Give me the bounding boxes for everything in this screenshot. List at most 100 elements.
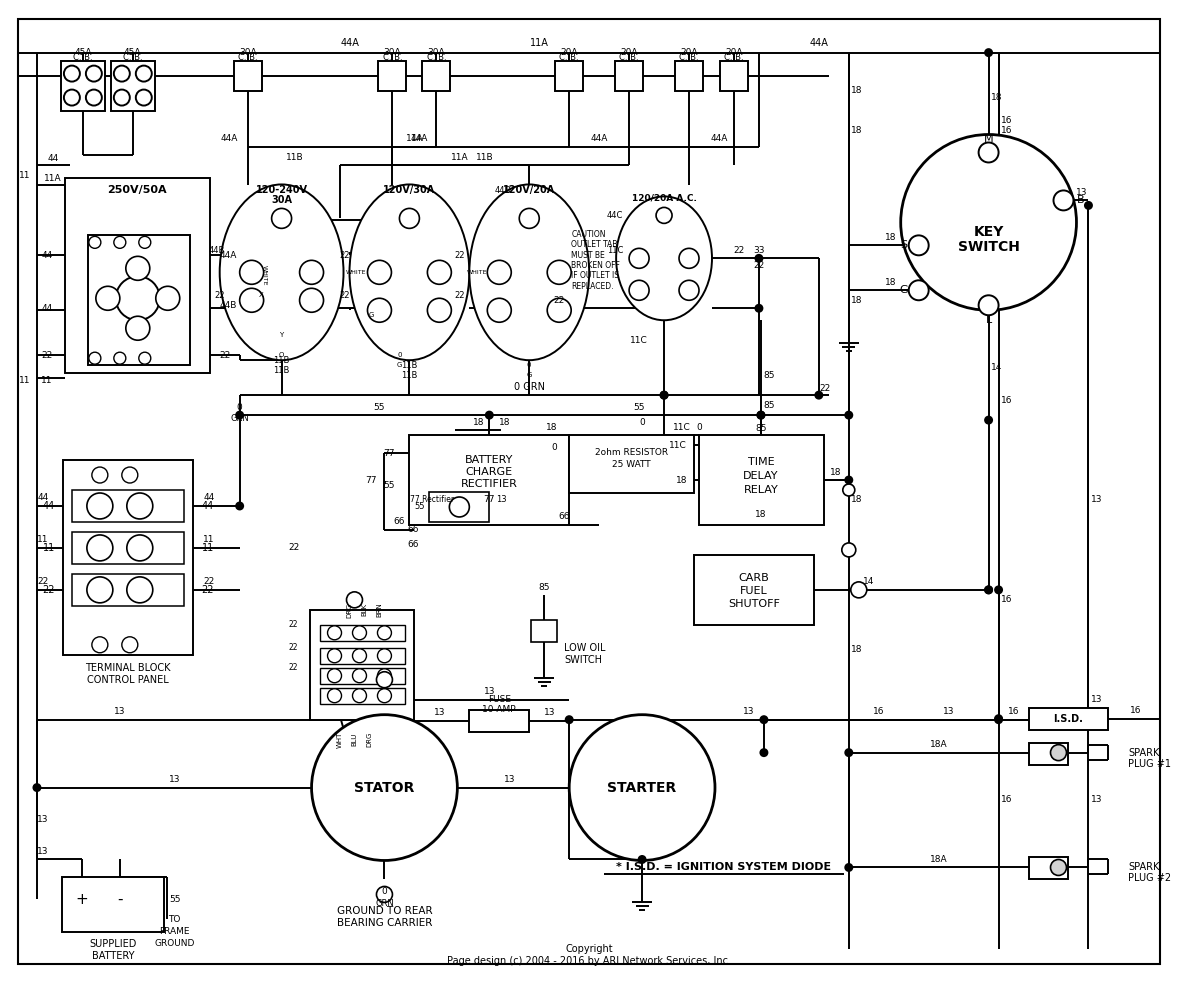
Text: C. B.: C. B. [426, 53, 446, 62]
Circle shape [300, 288, 323, 313]
Circle shape [565, 717, 572, 723]
Circle shape [64, 89, 80, 105]
Text: 77: 77 [484, 495, 496, 504]
Text: 22: 22 [203, 577, 215, 587]
Bar [320, 648, 406, 664]
Text: 22: 22 [202, 585, 215, 595]
Text: 44A: 44A [221, 134, 238, 143]
Circle shape [156, 286, 179, 311]
Circle shape [367, 298, 392, 322]
Circle shape [126, 257, 150, 280]
Circle shape [548, 298, 571, 322]
Text: 77: 77 [365, 476, 376, 485]
Text: 85: 85 [763, 371, 774, 379]
Circle shape [87, 493, 113, 519]
Bar [309, 609, 414, 720]
Text: G: G [526, 373, 532, 378]
Circle shape [755, 255, 762, 261]
Text: 22: 22 [215, 291, 224, 300]
Text: FUEL: FUEL [740, 586, 768, 596]
Text: PLUG #1: PLUG #1 [1128, 759, 1172, 769]
Text: 18: 18 [830, 468, 841, 477]
Text: S: S [900, 241, 907, 251]
Text: 44: 44 [203, 493, 215, 502]
Text: 44: 44 [41, 251, 53, 260]
Circle shape [113, 352, 126, 364]
Text: Page design (c) 2004 - 2016 by ARI Network Services, Inc.: Page design (c) 2004 - 2016 by ARI Netwo… [447, 956, 732, 966]
Text: 85: 85 [763, 401, 774, 410]
Text: STATOR: STATOR [354, 781, 414, 794]
Text: RELAY: RELAY [743, 485, 779, 495]
Text: 11B: 11B [476, 153, 493, 162]
Text: TO: TO [169, 915, 181, 924]
Circle shape [519, 208, 539, 228]
Circle shape [328, 668, 341, 683]
Text: 18A: 18A [930, 740, 948, 749]
Text: 45A: 45A [74, 48, 92, 57]
Circle shape [629, 280, 649, 300]
Circle shape [815, 391, 822, 399]
Circle shape [113, 89, 130, 105]
Bar [556, 61, 583, 90]
Text: C. B.: C. B. [382, 53, 402, 62]
Circle shape [851, 582, 867, 598]
Text: 22: 22 [753, 260, 765, 269]
Text: 13: 13 [743, 707, 755, 717]
Circle shape [88, 352, 100, 364]
Text: 0: 0 [696, 423, 702, 432]
Text: 44: 44 [38, 493, 48, 502]
Text: 120V/20A: 120V/20A [503, 186, 556, 196]
Text: 22: 22 [288, 620, 297, 629]
Bar [694, 555, 814, 625]
Circle shape [378, 649, 392, 663]
Text: SWITCH: SWITCH [958, 241, 1020, 255]
Circle shape [300, 260, 323, 284]
Circle shape [569, 715, 715, 860]
Text: 66: 66 [407, 526, 419, 535]
Circle shape [347, 592, 362, 607]
Text: Copyright: Copyright [565, 945, 612, 954]
Text: 55: 55 [634, 403, 644, 412]
Circle shape [978, 295, 998, 316]
Text: 44: 44 [42, 501, 55, 511]
Circle shape [845, 412, 852, 419]
Circle shape [328, 626, 341, 640]
Text: 13: 13 [114, 707, 125, 717]
Bar [111, 61, 155, 110]
Text: 16: 16 [1001, 596, 1012, 605]
Text: 18A: 18A [930, 855, 948, 864]
Text: 44A: 44A [411, 134, 428, 143]
Text: O: O [278, 352, 284, 358]
Ellipse shape [219, 185, 343, 360]
Text: ARI PartStream™: ARI PartStream™ [352, 476, 647, 504]
Circle shape [236, 502, 243, 509]
Text: WHITE: WHITE [346, 269, 367, 275]
Text: 18: 18 [755, 510, 767, 519]
Circle shape [126, 535, 152, 561]
Circle shape [427, 260, 452, 284]
Text: M: M [984, 134, 994, 144]
Circle shape [985, 417, 992, 424]
Bar [422, 61, 451, 90]
Text: 45A: 45A [124, 48, 142, 57]
Circle shape [1054, 191, 1074, 210]
Text: 16: 16 [1001, 116, 1012, 125]
Text: 22: 22 [733, 246, 745, 255]
Text: 22: 22 [339, 251, 349, 260]
Text: 13: 13 [1076, 188, 1087, 197]
Text: WHT: WHT [336, 731, 342, 748]
Text: 44C: 44C [607, 211, 623, 220]
Bar [699, 435, 824, 525]
Text: 13: 13 [1090, 795, 1102, 804]
Text: 11: 11 [38, 536, 48, 545]
Bar [531, 620, 557, 642]
Text: 11: 11 [202, 543, 214, 552]
Circle shape [845, 864, 852, 871]
Circle shape [1084, 202, 1092, 209]
Circle shape [271, 208, 291, 228]
Bar [430, 492, 490, 522]
Circle shape [909, 280, 929, 300]
Text: 22: 22 [42, 585, 55, 595]
Circle shape [122, 637, 138, 653]
Text: 0 GRN: 0 GRN [513, 382, 545, 392]
